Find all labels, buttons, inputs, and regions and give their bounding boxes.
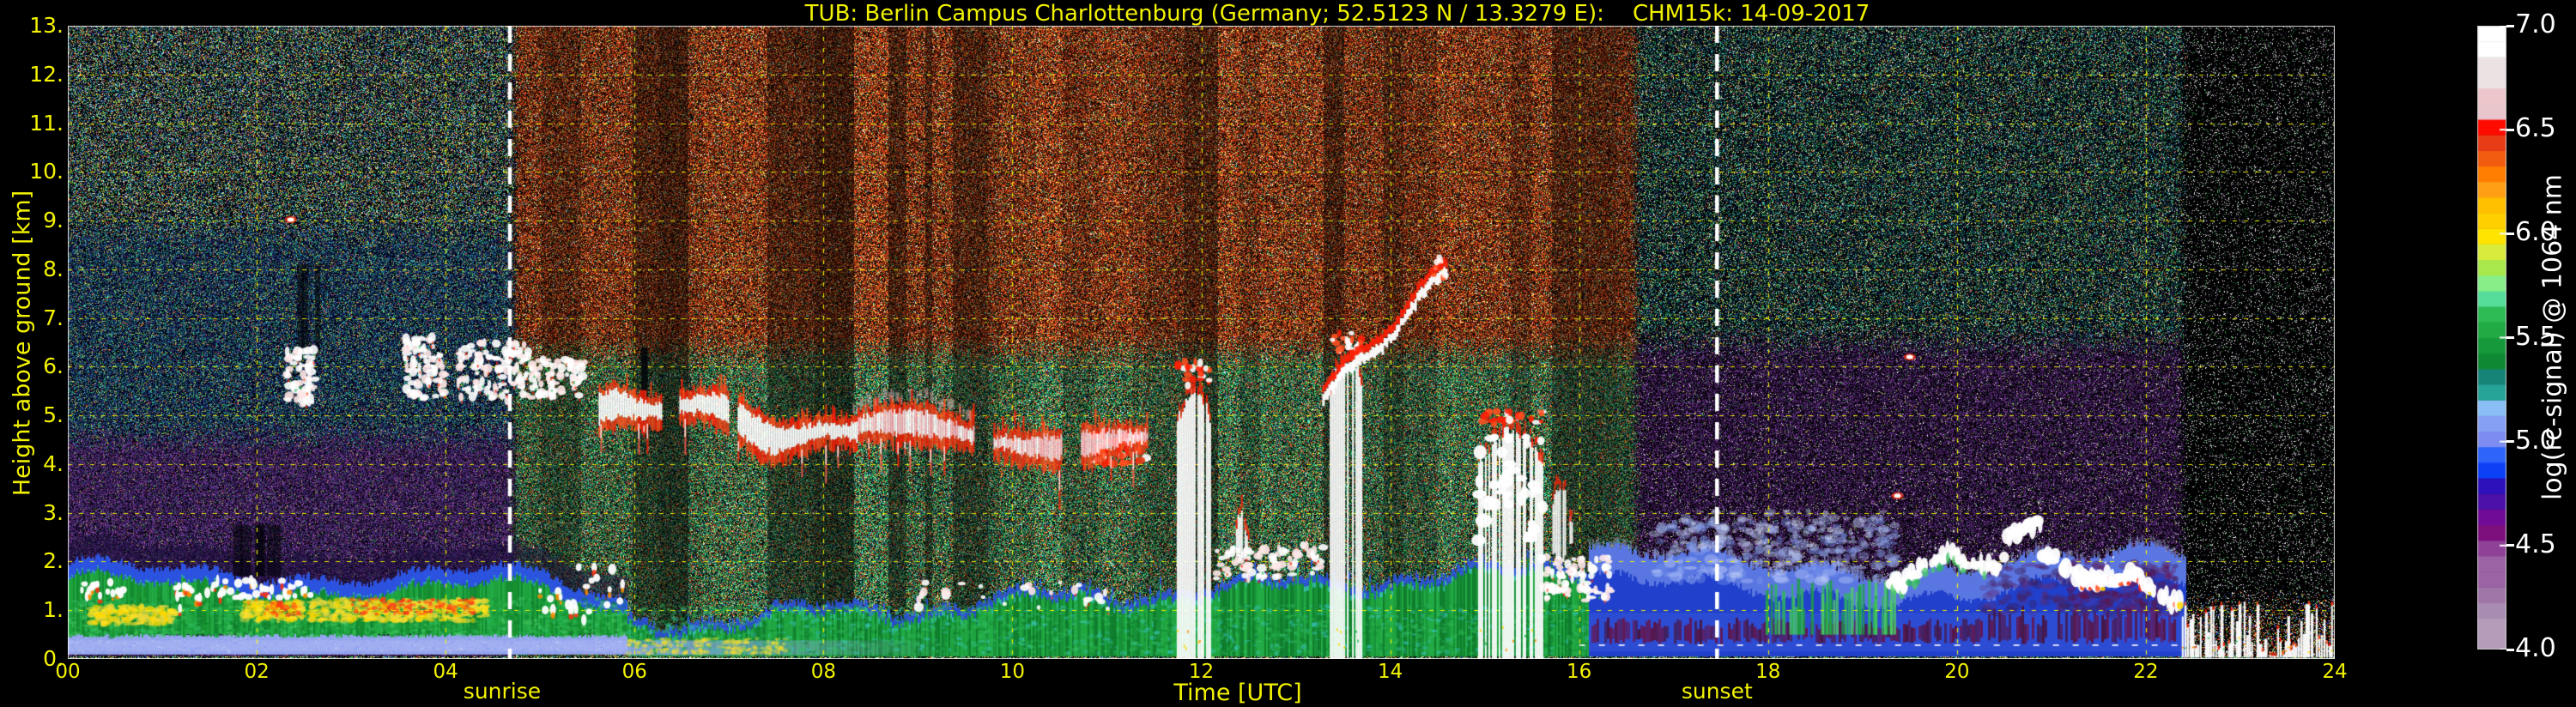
- colorbar-tick-mark: [2506, 232, 2514, 235]
- y-axis-tick: 12.: [29, 61, 64, 87]
- x-axis-tick: 14: [1377, 661, 1403, 683]
- colorbar-tick: 4.0: [2515, 633, 2556, 663]
- y-axis-tick: 9.: [43, 208, 64, 233]
- colorbar-tick-mark: [2506, 544, 2514, 547]
- y-axis-tick: 2.: [43, 548, 64, 574]
- x-axis-tick: 04: [433, 661, 458, 683]
- colorbar-label: log(rc-signal) @ 1064 nm: [2537, 173, 2568, 501]
- page-title: TUB: Berlin Campus Charlottenburg (Germa…: [804, 1, 1870, 27]
- x-axis-tick: 06: [621, 661, 647, 683]
- x-axis-label: Time [UTC]: [1173, 680, 1302, 706]
- x-axis-tick: 16: [1567, 661, 1592, 683]
- y-axis-tick: 8.: [43, 256, 64, 281]
- colorbar-tick: 5.0: [2515, 425, 2556, 456]
- colorbar-tick: 7.0: [2515, 9, 2556, 39]
- colorbar-tick: 4.5: [2515, 529, 2556, 559]
- y-axis-tick: 10.: [29, 159, 64, 184]
- sunrise-annotation: sunrise: [463, 679, 542, 704]
- y-axis-tick: 11.: [29, 110, 64, 136]
- sunset-annotation: sunset: [1681, 679, 1753, 704]
- colorbar-tick: 6.0: [2515, 217, 2556, 248]
- colorbar-tick-mark: [2506, 24, 2514, 27]
- x-axis-tick: 00: [55, 661, 81, 683]
- x-axis-tick: 22: [2133, 661, 2159, 683]
- x-axis-tick: 24: [2322, 661, 2348, 683]
- y-axis-tick: 6.: [43, 354, 64, 379]
- colorbar-canvas: [2477, 26, 2506, 650]
- y-axis-tick: 5.: [43, 402, 64, 428]
- colorbar-tick-mark: [2506, 336, 2514, 339]
- x-axis-tick: 08: [810, 661, 836, 683]
- colorbar-tick: 5.5: [2515, 321, 2556, 352]
- colorbar-tick-mark: [2506, 128, 2514, 131]
- x-axis-tick: 10: [999, 661, 1026, 683]
- y-axis-tick: 3.: [43, 499, 64, 525]
- x-axis-tick: 02: [244, 661, 270, 683]
- y-axis-tick: 1.: [43, 597, 64, 623]
- colorbar-tick-mark: [2506, 440, 2514, 444]
- y-axis-tick: 0.: [43, 646, 64, 671]
- y-axis-tick: 7.: [43, 305, 64, 330]
- heatmap-plot-canvas: [68, 26, 2335, 659]
- y-axis-tick: 13.: [29, 13, 64, 38]
- colorbar-tick: 6.5: [2515, 113, 2556, 144]
- y-axis-tick: 4.: [43, 450, 64, 476]
- colorbar-tick-mark: [2506, 648, 2514, 651]
- x-axis-tick: 18: [1755, 661, 1781, 683]
- x-axis-tick: 12: [1188, 661, 1215, 683]
- x-axis-tick: 20: [1944, 661, 1970, 683]
- y-axis-label: Height above ground [km]: [9, 190, 36, 497]
